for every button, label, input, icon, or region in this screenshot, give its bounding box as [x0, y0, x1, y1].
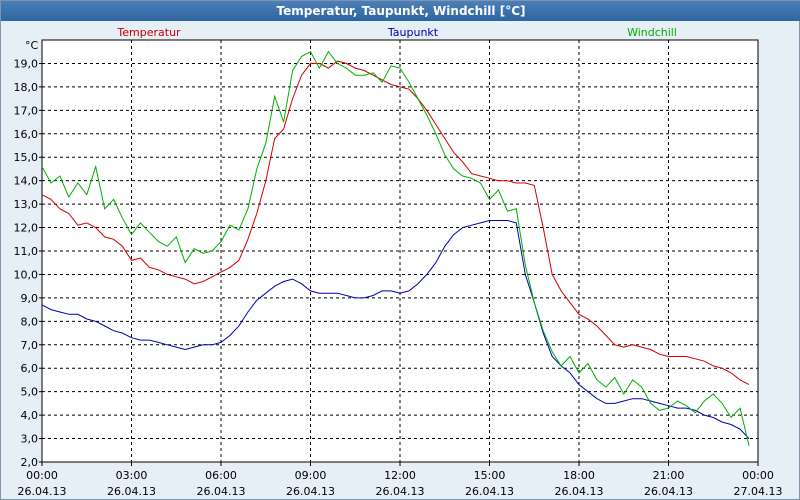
- y-tick-label: 9,0: [21, 292, 39, 305]
- y-tick-label: 3,0: [21, 433, 39, 446]
- x-tick-date: 26.04.13: [107, 485, 156, 498]
- x-tick-time: 21:00: [653, 469, 685, 482]
- y-tick-label: 5,0: [21, 386, 39, 399]
- x-tick-time: 03:00: [116, 469, 148, 482]
- legend-windchill: Windchill: [627, 26, 677, 39]
- y-tick-label: 10,0: [14, 268, 39, 281]
- x-axis: 00:00 26.04.13 03:00 26.04.13 06:00 26.04.13 0…: [18, 462, 783, 498]
- x-tick-time: 12:00: [384, 469, 416, 482]
- x-tick-time: 09:00: [295, 469, 327, 482]
- x-tick-time: 06:00: [205, 469, 237, 482]
- series-line-windchill: [41, 50, 750, 446]
- y-tick-label: 14,0: [14, 175, 39, 188]
- y-tick-label: 8,0: [21, 315, 39, 328]
- legend-temperatur: Temperatur: [116, 26, 181, 39]
- x-tick-date: 26.04.13: [197, 485, 246, 498]
- y-tick-label: 19,0: [14, 57, 39, 70]
- y-axis-label: °C: [25, 39, 39, 52]
- grid-lines: [42, 40, 758, 462]
- y-tick-label: 16,0: [14, 128, 39, 141]
- y-tick-label: 7,0: [21, 339, 39, 352]
- y-axis: 2,0 3,0 4,0 5,0 6,0 7,0 8,0 9,0 10,0 11,0 12,0 13,0…: [14, 57, 42, 469]
- x-tick-date: 27.04.13: [734, 485, 783, 498]
- y-tick-label: 11,0: [14, 245, 39, 258]
- x-tick-date: 26.04.13: [555, 485, 604, 498]
- x-tick-date: 26.04.13: [18, 485, 67, 498]
- y-tick-label: 17,0: [14, 104, 39, 117]
- y-tick-label: 13,0: [14, 198, 39, 211]
- legend: Temperatur Taupunkt Windchill: [116, 26, 677, 39]
- x-tick-date: 26.04.13: [286, 485, 335, 498]
- legend-taupunkt: Taupunkt: [387, 26, 439, 39]
- chart-title: Temperatur, Taupunkt, Windchill [°C]: [1, 1, 800, 21]
- y-tick-label: 18,0: [14, 81, 39, 94]
- y-tick-label: 4,0: [21, 409, 39, 422]
- x-tick-date: 26.04.13: [465, 485, 514, 498]
- series-line-taupunkt: [41, 220, 750, 439]
- x-tick-time: 00:00: [26, 469, 58, 482]
- y-tick-label: 6,0: [21, 362, 39, 375]
- series-lines: [41, 50, 750, 446]
- x-tick-time: 00:00: [742, 469, 774, 482]
- x-tick-time: 15:00: [474, 469, 506, 482]
- y-tick-label: 12,0: [14, 222, 39, 235]
- x-tick-time: 18:00: [563, 469, 595, 482]
- x-tick-date: 26.04.13: [376, 485, 425, 498]
- y-tick-label: 2,0: [21, 456, 39, 469]
- y-tick-label: 15,0: [14, 151, 39, 164]
- series-line-temperatur: [41, 60, 750, 386]
- x-tick-date: 26.04.13: [644, 485, 693, 498]
